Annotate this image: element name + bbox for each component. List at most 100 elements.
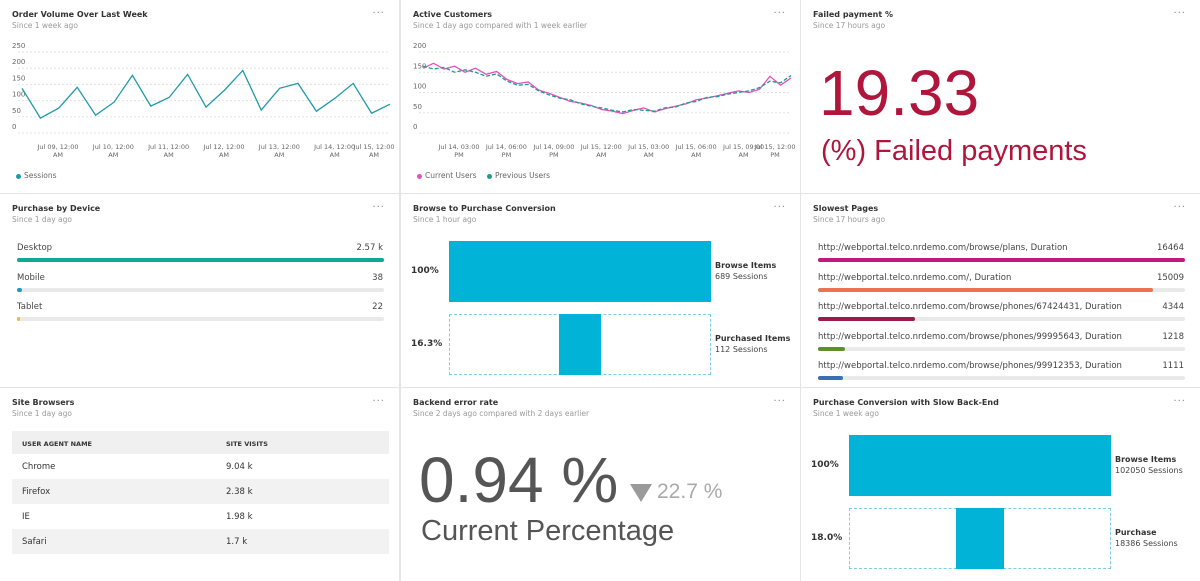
widget-title: Purchase by Device xyxy=(12,204,101,213)
widget-panel: Purchase by Device Since 1 day ago ··· Desk… xyxy=(0,194,399,387)
table-header xyxy=(12,431,389,454)
widget-title: Active Customers xyxy=(413,10,493,19)
legend-swatch xyxy=(487,174,492,179)
x-tick-label: Jul 10, 12:00 AM xyxy=(92,143,134,159)
widget-title: Failed payment % xyxy=(813,10,893,19)
table-cell: IE xyxy=(22,512,30,522)
funnel-percent: 18.0% xyxy=(811,533,843,543)
column-header[interactable]: SITE VISITS xyxy=(226,440,268,448)
widget-menu[interactable]: ··· xyxy=(372,202,385,213)
bar xyxy=(818,346,846,351)
widget-subtitle: Since 1 day ago xyxy=(12,215,72,224)
table-cell: 1.7 k xyxy=(226,537,248,547)
row-value: 2.57 k xyxy=(356,243,383,253)
row-label: http://webportal.telco.nrdemo.com/browse… xyxy=(818,243,1068,253)
widget-menu[interactable]: ··· xyxy=(1173,202,1186,213)
x-tick-label: Jul 11, 12:00 AM xyxy=(148,143,190,159)
widget-menu[interactable]: ··· xyxy=(773,202,786,213)
table-cell: 9.04 k xyxy=(226,462,253,472)
widget-subtitle: Since 1 day ago compared with 1 week ear… xyxy=(413,21,588,30)
x-tick-label: Jul 14, 09:00 PM xyxy=(533,143,575,159)
stat-caption: Current Percentage xyxy=(421,515,675,547)
bar xyxy=(17,317,21,321)
row-value: 38 xyxy=(372,272,383,283)
funnel-step-name: Browse Items xyxy=(715,261,777,270)
widget-panel: Site Browsers Since 1 day ago ··· USER AGEN… xyxy=(0,388,399,581)
row-value: 1111 xyxy=(1162,361,1184,371)
row-label: http://webportal.telco.nrdemo.com/browse… xyxy=(818,331,1122,342)
funnel-step-value: 18386 Sessions xyxy=(1115,539,1178,548)
row-value: 16464 xyxy=(1156,243,1184,253)
bar-track xyxy=(17,317,384,321)
row-label: http://webportal.telco.nrdemo.com/browse… xyxy=(818,361,1122,371)
widget-title: Site Browsers xyxy=(12,398,75,407)
y-tick-label: 150 xyxy=(12,74,25,82)
widget-panel: Failed payment % Since 17 hours ago ··· 19.… xyxy=(801,0,1200,193)
table-cell: Firefox xyxy=(22,487,51,497)
y-tick-label: 50 xyxy=(12,107,21,115)
stat-value: 19.33 xyxy=(819,57,980,129)
funnel-step-name: Purchase xyxy=(1115,528,1157,537)
x-tick-label: Jul 14, 12:00 AM xyxy=(314,143,356,159)
series-line xyxy=(422,62,792,115)
funnel-percent: 16.3% xyxy=(411,339,443,349)
row-value: 4344 xyxy=(1162,302,1184,312)
widget-subtitle: Since 17 hours ago xyxy=(813,215,886,224)
widget-menu[interactable]: ··· xyxy=(1173,396,1186,407)
widget-title: Backend error rate xyxy=(413,398,499,407)
funnel-step-name: Purchased Items xyxy=(715,334,791,343)
series-line xyxy=(422,65,792,113)
line-chart: 0 50 100 150 200 250 xyxy=(12,42,391,134)
y-tick-label: 200 xyxy=(413,42,426,50)
widget-panel: Backend error rate Since 2 days ago compa… xyxy=(401,388,800,581)
x-tick-label: Jul 15, 06:00 AM xyxy=(675,143,717,159)
widget-subtitle: Since 1 hour ago xyxy=(413,215,477,224)
row-value: 1218 xyxy=(1162,331,1184,342)
column-header[interactable]: USER AGENT NAME xyxy=(22,440,92,448)
widget-menu[interactable]: ··· xyxy=(1173,8,1186,19)
y-tick-label: 0 xyxy=(12,123,16,131)
table-cell: 1.98 k xyxy=(226,512,253,522)
widget-menu[interactable]: ··· xyxy=(372,8,385,19)
legend-label: Sessions xyxy=(24,171,57,180)
widget-subtitle: Since 1 week ago xyxy=(12,21,78,30)
widget-panel: Purchase Conversion with Slow Back-End Si… xyxy=(801,388,1200,581)
funnel-step-value: 689 Sessions xyxy=(715,272,768,281)
bar xyxy=(818,287,1153,292)
x-tick-label: Jul 15, 12:00 AM xyxy=(580,143,622,159)
x-tick-label: Jul 14, 03:00 PM xyxy=(438,143,480,159)
stat-caption: (%) Failed payments xyxy=(821,135,1087,167)
widget-panel: Order Volume Over Last Week Since 1 week … xyxy=(0,0,399,193)
funnel-bar xyxy=(558,314,602,375)
x-tick-label: Jul 12, 12:00 AM xyxy=(203,143,245,159)
bar xyxy=(818,376,843,380)
y-tick-label: 0 xyxy=(413,123,417,131)
widget-title: Browse to Purchase Conversion xyxy=(413,204,556,213)
funnel-bar xyxy=(849,435,1111,496)
widget-title: Slowest Pages xyxy=(813,204,879,213)
stat-value: 0.94 % xyxy=(419,444,619,516)
widget-title: Order Volume Over Last Week xyxy=(12,10,148,19)
y-tick-label: 100 xyxy=(12,91,25,99)
widget-menu[interactable]: ··· xyxy=(773,8,786,19)
legend-swatch xyxy=(16,174,21,179)
series-line xyxy=(21,69,391,119)
widget-menu[interactable]: ··· xyxy=(372,396,385,407)
widget-panel: Active Customers Since 1 day ago compared… xyxy=(401,0,800,193)
table-row-bg xyxy=(12,479,389,504)
table-cell: Safari xyxy=(22,537,47,547)
y-tick-label: 100 xyxy=(413,83,426,91)
bar xyxy=(17,258,384,262)
row-value: 15009 xyxy=(1156,272,1184,283)
table-cell: 2.38 k xyxy=(226,487,253,497)
table-row-bg xyxy=(12,529,389,554)
row-label: Tablet xyxy=(17,302,43,312)
x-tick-label: Jul 15, 12:00 PM xyxy=(754,143,796,159)
bar-track xyxy=(818,346,1185,351)
widget-subtitle: Since 1 week ago xyxy=(813,409,879,418)
row-label: Mobile xyxy=(17,272,45,283)
bar-track xyxy=(17,287,384,292)
change-arrow xyxy=(630,484,652,502)
widget-menu[interactable]: ··· xyxy=(773,396,786,407)
bar xyxy=(818,317,915,321)
